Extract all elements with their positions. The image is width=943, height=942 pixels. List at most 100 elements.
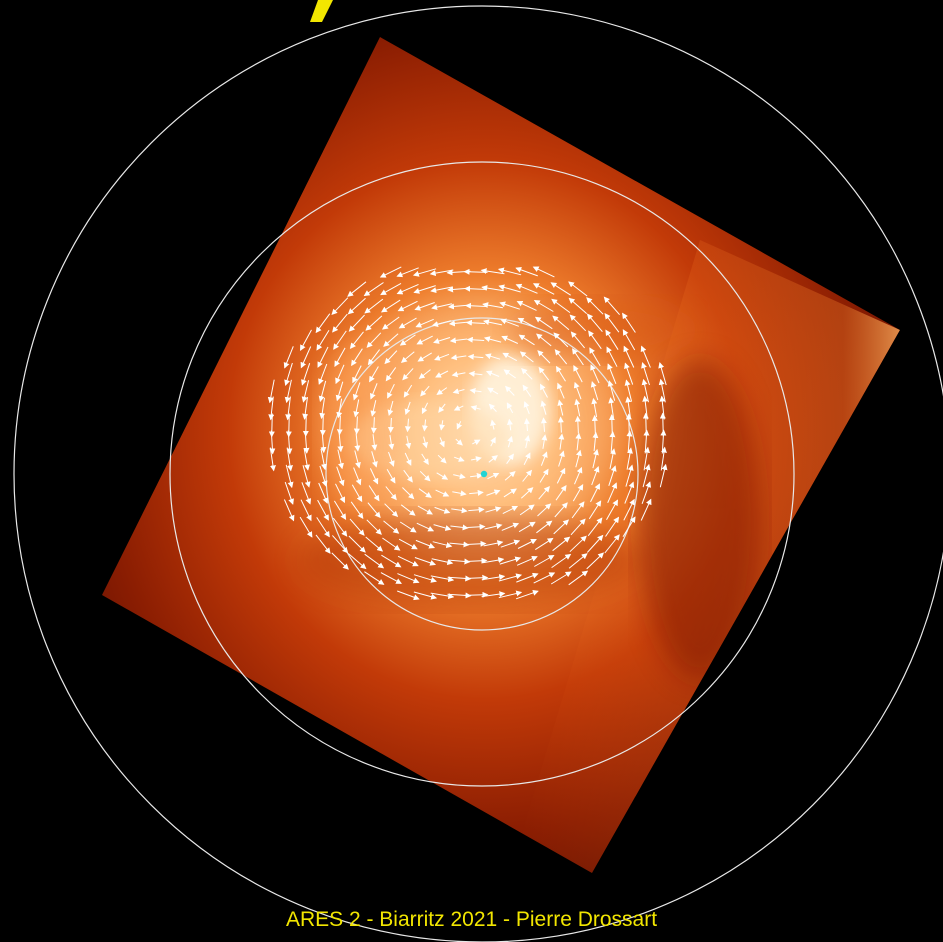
- wind-vector-arrow: [588, 500, 602, 520]
- wind-vector-arrow: [367, 502, 381, 519]
- wind-vector-arrow: [399, 334, 416, 346]
- wind-vector-arrow: [468, 370, 483, 377]
- wind-vector-arrow: [551, 553, 572, 569]
- wind-vector-arrow: [354, 433, 361, 452]
- wind-vector-arrow: [572, 348, 584, 366]
- wind-vector-arrow: [283, 499, 295, 522]
- wind-vector-arrow: [488, 403, 497, 412]
- wind-vector-arrow: [352, 365, 362, 384]
- wind-vector-arrow: [316, 517, 330, 538]
- wind-vector-arrow: [609, 448, 616, 469]
- wind-vector-arrow: [537, 350, 551, 364]
- wind-vector-arrow: [382, 537, 401, 551]
- wind-vector-arrow: [336, 466, 345, 487]
- wind-vector-arrow: [522, 469, 533, 482]
- wind-vector-arrow: [519, 351, 534, 363]
- wind-vector-arrow: [519, 504, 535, 516]
- wind-vector-arrow: [572, 484, 584, 502]
- wind-vector-arrow: [453, 405, 464, 411]
- wind-vector-arrow: [556, 467, 566, 484]
- wind-vector-arrow: [333, 330, 347, 350]
- wind-vector-arrow: [498, 284, 521, 293]
- wind-vector-arrow: [541, 434, 548, 449]
- wind-vector-arrow: [417, 352, 432, 362]
- wind-vector-arrow: [465, 557, 488, 564]
- wind-vector-arrow: [568, 553, 588, 569]
- wind-vector-arrow: [623, 498, 635, 521]
- wind-vector-arrow: [455, 438, 463, 446]
- wind-vector-arrow: [557, 382, 565, 399]
- wind-vector-arrow: [518, 521, 536, 533]
- wind-vector-arrow: [353, 416, 360, 435]
- wind-vector-arrow: [336, 398, 343, 419]
- wind-vector-arrow: [482, 557, 505, 564]
- wind-vector-arrow: [506, 418, 513, 431]
- wind-vector-arrow: [524, 435, 531, 449]
- wind-vector-arrow: [558, 450, 565, 467]
- wind-vector-arrow: [381, 554, 402, 568]
- wind-vector-arrow: [555, 484, 567, 501]
- wind-vector-arrow: [501, 522, 520, 531]
- wind-vector-arrow: [471, 456, 482, 462]
- wind-vector-arrow: [487, 472, 500, 480]
- wind-vector-arrow: [484, 353, 501, 360]
- wind-vector-arrow: [422, 436, 429, 449]
- wind-vector-arrow: [413, 591, 438, 600]
- wind-vector-arrow: [430, 575, 455, 583]
- wind-vector-arrow: [540, 383, 548, 398]
- wind-vector-arrow: [554, 502, 568, 518]
- wind-vector-arrow: [384, 350, 398, 365]
- wind-vector-arrow: [364, 553, 385, 569]
- wind-vector-arrow: [454, 456, 465, 462]
- wind-vector-arrow: [302, 397, 309, 420]
- wind-vector-arrow: [604, 534, 620, 554]
- wind-vector-arrow: [490, 419, 497, 430]
- wind-vector-arrow: [301, 482, 312, 505]
- wind-vector-arrow: [398, 538, 418, 550]
- wind-vector-arrow: [370, 417, 377, 434]
- wind-vector-arrow: [532, 266, 555, 278]
- wind-vector-arrow: [568, 570, 589, 586]
- wind-vector-arrow: [500, 318, 519, 327]
- wind-vector-arrow: [331, 297, 349, 316]
- wind-vector-arrow: [452, 490, 467, 497]
- wind-vector-arrow: [303, 431, 310, 454]
- wind-vector-arrow: [433, 524, 452, 531]
- wind-vector-arrow: [502, 505, 519, 515]
- wind-vector-arrow: [481, 574, 506, 581]
- wind-vector-arrow: [588, 330, 602, 350]
- wind-vector-arrow: [353, 399, 360, 418]
- wind-vector-arrow: [553, 332, 569, 348]
- wind-vector-arrow: [468, 506, 485, 513]
- wind-vector-arrow: [504, 471, 516, 481]
- wind-vector-arrow: [586, 313, 603, 333]
- wind-vector-arrow: [267, 379, 275, 404]
- wind-vector-arrow: [347, 297, 366, 315]
- wind-vector-arrow: [337, 449, 344, 470]
- title-fragment: [310, 0, 333, 22]
- wind-vector-arrow: [350, 501, 364, 520]
- wind-vector-arrow: [449, 541, 470, 548]
- wind-vector-arrow: [353, 467, 362, 486]
- wind-vector-arrow: [555, 365, 566, 382]
- wind-vector-arrow: [606, 346, 618, 367]
- wind-vector-arrow: [347, 281, 367, 297]
- wind-vector-arrow: [523, 452, 531, 466]
- wind-vector-arrow: [568, 281, 588, 297]
- wind-vector-arrow: [351, 484, 363, 503]
- wind-vector-arrow: [538, 486, 550, 500]
- wind-vector-arrow: [658, 362, 667, 386]
- wind-vector-arrow: [469, 489, 484, 496]
- wind-vector-arrow: [485, 506, 502, 513]
- wind-vector-arrow: [420, 385, 430, 397]
- wind-vector-arrow: [523, 401, 530, 415]
- wind-vector-arrow: [315, 313, 331, 334]
- wind-vector-arrow: [365, 315, 383, 331]
- wind-vector-arrow: [521, 367, 533, 380]
- wind-vector-arrow: [318, 380, 327, 403]
- wind-vector-arrow: [568, 297, 588, 314]
- wind-vector-arrow: [368, 485, 380, 502]
- wind-vector-arrow: [640, 498, 652, 521]
- wind-vector-arrow: [371, 434, 378, 451]
- wind-vector-arrow: [590, 364, 600, 384]
